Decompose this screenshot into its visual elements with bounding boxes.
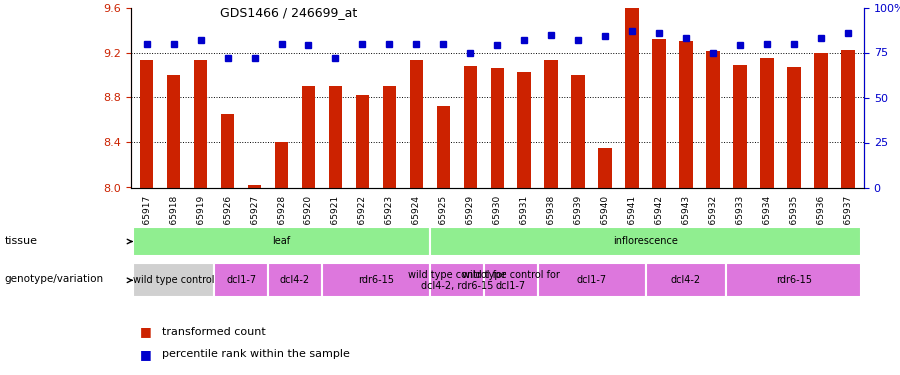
Bar xyxy=(652,39,666,188)
Bar xyxy=(248,185,261,188)
Bar xyxy=(572,75,585,188)
Text: tissue: tissue xyxy=(4,237,38,246)
Text: dcl4-2: dcl4-2 xyxy=(671,275,701,285)
Text: dcl1-7: dcl1-7 xyxy=(577,275,607,285)
Bar xyxy=(166,75,180,188)
Bar xyxy=(436,106,450,188)
Bar xyxy=(322,263,430,297)
Text: wild type control for
dcl4-2, rdr6-15: wild type control for dcl4-2, rdr6-15 xyxy=(408,270,506,291)
Bar xyxy=(220,114,234,188)
Text: transformed count: transformed count xyxy=(162,327,266,337)
Bar xyxy=(626,8,639,188)
Text: rdr6-15: rdr6-15 xyxy=(776,275,812,285)
Bar xyxy=(382,86,396,188)
Bar xyxy=(537,263,645,297)
Text: inflorescence: inflorescence xyxy=(613,237,678,246)
Text: wild type control: wild type control xyxy=(133,275,214,285)
Bar xyxy=(598,148,612,188)
Bar xyxy=(430,263,484,297)
Bar xyxy=(356,95,369,188)
Bar xyxy=(302,86,315,188)
Bar xyxy=(133,227,430,256)
Bar xyxy=(544,60,558,188)
Bar xyxy=(410,60,423,188)
Text: dcl1-7: dcl1-7 xyxy=(226,275,256,285)
Bar xyxy=(645,263,726,297)
Bar xyxy=(140,60,153,188)
Bar xyxy=(484,263,537,297)
Bar xyxy=(706,51,720,188)
Bar xyxy=(194,60,207,188)
Bar xyxy=(464,66,477,188)
Bar xyxy=(214,263,268,297)
Text: percentile rank within the sample: percentile rank within the sample xyxy=(162,350,350,359)
Bar xyxy=(328,86,342,188)
Bar xyxy=(842,50,855,188)
Text: wild type control for
dcl1-7: wild type control for dcl1-7 xyxy=(462,270,560,291)
Bar xyxy=(788,67,801,188)
Bar xyxy=(268,263,322,297)
Text: ■: ■ xyxy=(140,326,151,338)
Bar xyxy=(734,65,747,188)
Text: rdr6-15: rdr6-15 xyxy=(358,275,394,285)
Text: GDS1466 / 246699_at: GDS1466 / 246699_at xyxy=(220,6,358,19)
Bar xyxy=(814,53,828,188)
Text: dcl4-2: dcl4-2 xyxy=(280,275,310,285)
Bar xyxy=(680,41,693,188)
Bar xyxy=(274,142,288,188)
Bar xyxy=(133,263,214,297)
Bar xyxy=(518,72,531,188)
Bar xyxy=(430,227,861,256)
Bar xyxy=(726,263,861,297)
Text: leaf: leaf xyxy=(273,237,291,246)
Bar xyxy=(491,68,504,188)
Bar xyxy=(760,58,774,188)
Text: genotype/variation: genotype/variation xyxy=(4,273,104,284)
Text: ■: ■ xyxy=(140,348,151,361)
